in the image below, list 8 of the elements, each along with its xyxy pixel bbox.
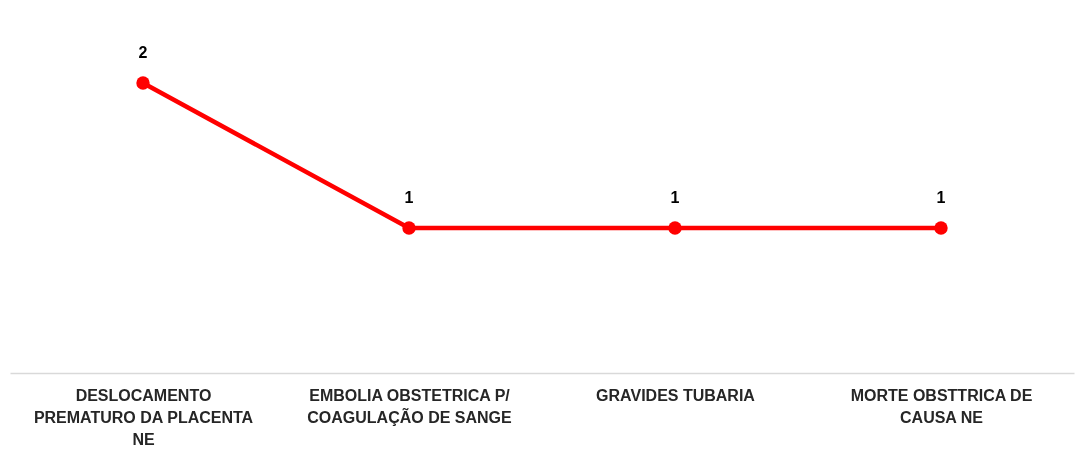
x-tick-label: EMBOLIA OBSTETRICA P/ COAGULAÇÃO DE SANGE — [307, 386, 513, 426]
data-label: 2 — [138, 44, 148, 61]
data-label: 1 — [936, 189, 946, 206]
data-label: 1 — [670, 189, 680, 206]
x-tick-label: MORTE OBSTTRICA DE CAUSA NE — [850, 386, 1033, 426]
data-label: 1 — [404, 189, 414, 206]
x-tick-label: DESLOCAMENTO PREMATURO DA PLACENTA NE — [33, 386, 254, 448]
x-tick-label: GRAVIDES TUBARIA — [596, 386, 756, 404]
